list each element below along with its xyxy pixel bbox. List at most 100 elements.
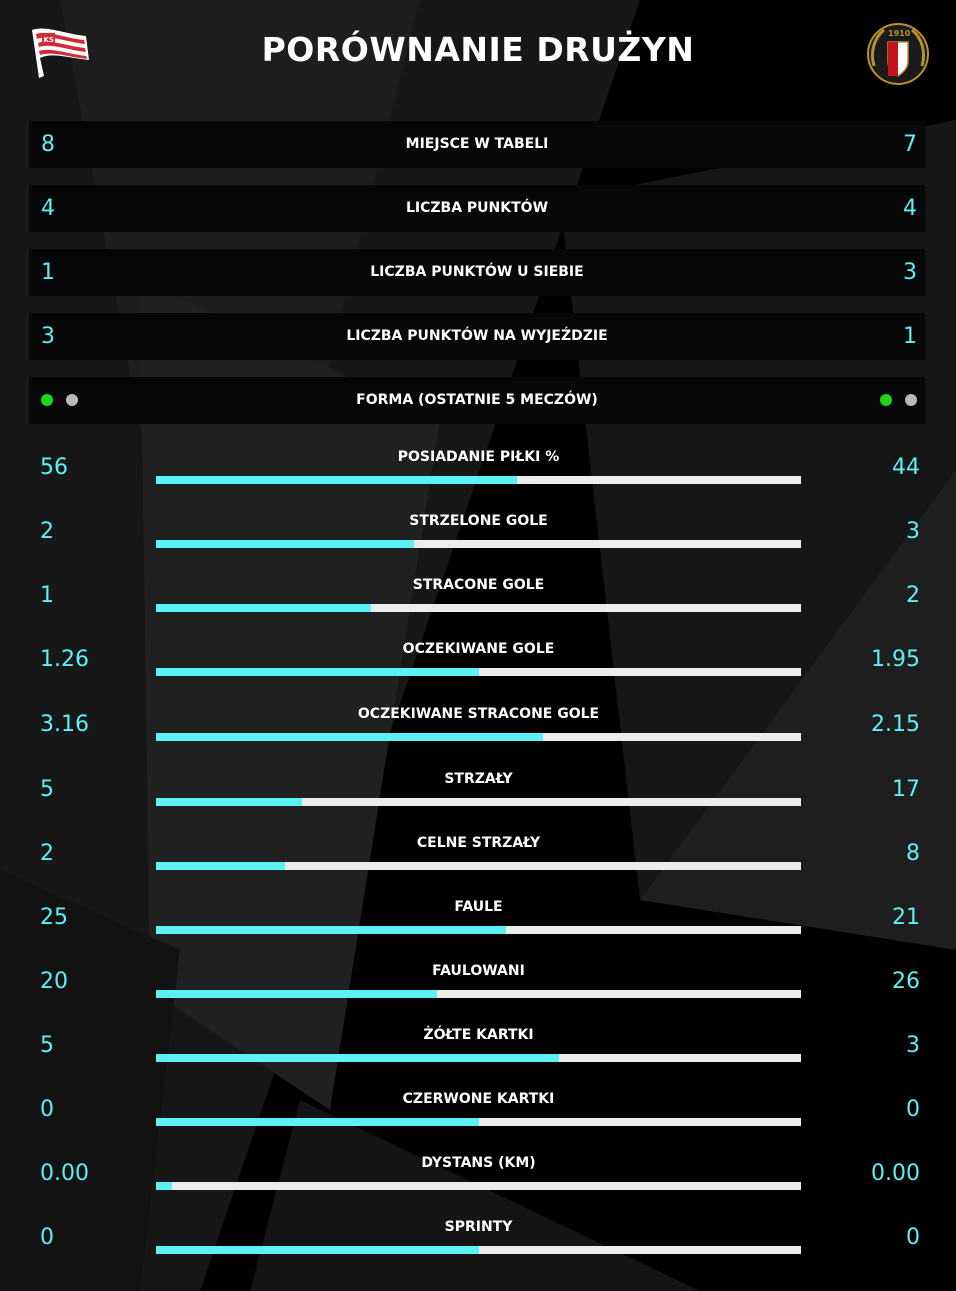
home-share-fill xyxy=(156,733,543,741)
info-row: 8 MIEJSCE W TABELI 7 xyxy=(29,121,925,168)
home-form-dots xyxy=(41,394,78,406)
comparison-bar xyxy=(156,1182,801,1190)
home-value: 1 xyxy=(41,260,55,285)
home-value: 1 xyxy=(40,583,54,608)
away-value: 0 xyxy=(906,1225,920,1250)
stat-row: 1 STRACONE GOLE 2 xyxy=(0,577,956,627)
stat-label: CELNE STRZAŁY xyxy=(416,835,541,851)
home-value: 4 xyxy=(41,196,55,221)
comparison-bar xyxy=(156,733,801,741)
stat-label: FAULE xyxy=(454,899,503,915)
home-share-fill xyxy=(156,926,507,934)
home-value: 0 xyxy=(40,1225,54,1250)
home-value: 0 xyxy=(40,1097,54,1122)
info-row: 4 LICZBA PUNKTÓW 4 xyxy=(29,185,925,232)
away-value: 44 xyxy=(892,455,920,480)
stat-row: 5 ŻÓŁTE KARTKI 3 xyxy=(0,1027,956,1077)
home-share-fill xyxy=(156,540,414,548)
cracovia-flag-crest-icon: KS xyxy=(32,28,89,78)
stat-label: STRACONE GOLE xyxy=(412,577,545,593)
away-value: 4 xyxy=(903,196,917,221)
home-share-fill xyxy=(156,798,303,806)
home-share-fill xyxy=(156,1118,479,1126)
home-share-fill xyxy=(156,604,371,612)
stat-label: ŻÓŁTE KARTKI xyxy=(423,1027,534,1043)
away-value: 2.15 xyxy=(871,712,920,737)
comparison-bar xyxy=(156,668,801,676)
home-value: 5 xyxy=(40,777,54,802)
away-value: 2 xyxy=(906,583,920,608)
form-result-dot xyxy=(66,394,78,406)
stat-label: POSIADANIE PIŁKI % xyxy=(397,449,560,465)
home-value: 2 xyxy=(40,841,54,866)
comparison-bar xyxy=(156,990,801,998)
away-value: 21 xyxy=(892,905,920,930)
away-value: 0.00 xyxy=(871,1161,920,1186)
away-value: 17 xyxy=(892,777,920,802)
stat-row: 20 FAULOWANI 26 xyxy=(0,963,956,1013)
svg-text:KS: KS xyxy=(44,36,54,44)
stat-row: 5 STRZAŁY 17 xyxy=(0,771,956,821)
comparison-bar xyxy=(156,604,801,612)
stat-row: 0.00 DYSTANS (KM) 0.00 xyxy=(0,1155,956,1205)
stat-label: LICZBA PUNKTÓW U SIEBIE xyxy=(370,264,584,280)
stat-label: LICZBA PUNKTÓW xyxy=(405,200,549,216)
away-value: 3 xyxy=(906,1033,920,1058)
stat-row: 1.26 OCZEKIWANE GOLE 1.95 xyxy=(0,641,956,691)
home-share-fill xyxy=(156,1182,173,1190)
form-win-dot xyxy=(880,394,892,406)
home-share-fill xyxy=(156,1246,479,1254)
stat-label: STRZAŁY xyxy=(444,771,513,787)
comparison-bar xyxy=(156,476,801,484)
away-value: 1 xyxy=(903,324,917,349)
comparison-bar xyxy=(156,862,801,870)
away-value: 3 xyxy=(903,260,917,285)
widzew-crest-icon: 1910 xyxy=(867,23,929,85)
stat-label: MIEJSCE W TABELI xyxy=(405,136,549,152)
comparison-bar xyxy=(156,926,801,934)
stat-label: DYSTANS (KM) xyxy=(421,1155,536,1171)
stat-label: CZERWONE KARTKI xyxy=(402,1091,555,1107)
info-row: 3 LICZBA PUNKTÓW NA WYJEŹDZIE 1 xyxy=(29,313,925,360)
home-value: 20 xyxy=(40,969,68,994)
stat-label: OCZEKIWANE STRACONE GOLE xyxy=(357,706,600,722)
home-value: 25 xyxy=(40,905,68,930)
stat-row: 56 POSIADANIE PIŁKI % 44 xyxy=(0,449,956,499)
away-value: 0 xyxy=(906,1097,920,1122)
home-share-fill xyxy=(156,476,518,484)
home-value: 3.16 xyxy=(40,712,89,737)
svg-text:1910: 1910 xyxy=(888,29,911,38)
comparison-bar xyxy=(156,1054,801,1062)
stat-label: LICZBA PUNKTÓW NA WYJEŹDZIE xyxy=(346,328,608,344)
home-value: 1.26 xyxy=(40,647,89,672)
home-share-fill xyxy=(156,1054,560,1062)
form-row: FORMA (OSTATNIE 5 MECZÓW) xyxy=(29,377,925,424)
away-value: 7 xyxy=(903,132,917,157)
comparison-bar xyxy=(156,540,801,548)
form-label: FORMA (OSTATNIE 5 MECZÓW) xyxy=(356,392,598,408)
page-title: PORÓWNANIE DRUŻYN xyxy=(261,30,695,69)
home-value: 8 xyxy=(41,132,55,157)
comparison-bar xyxy=(156,1118,801,1126)
home-share-fill xyxy=(156,990,437,998)
home-share-fill xyxy=(156,862,285,870)
home-share-fill xyxy=(156,668,479,676)
stat-row: 2 CELNE STRZAŁY 8 xyxy=(0,835,956,885)
away-value: 1.95 xyxy=(871,647,920,672)
comparison-bar xyxy=(156,1246,801,1254)
home-value: 5 xyxy=(40,1033,54,1058)
home-value: 56 xyxy=(40,455,68,480)
home-value: 0.00 xyxy=(40,1161,89,1186)
stat-label: SPRINTY xyxy=(444,1219,513,1235)
home-value: 3 xyxy=(41,324,55,349)
stat-row: 0 CZERWONE KARTKI 0 xyxy=(0,1091,956,1141)
header: KS PORÓWNANIE DRUŻYN 1910 xyxy=(0,0,956,110)
away-form-dots xyxy=(880,394,917,406)
form-win-dot xyxy=(41,394,53,406)
stat-label: FAULOWANI xyxy=(432,963,525,979)
home-value: 2 xyxy=(40,519,54,544)
away-value: 8 xyxy=(906,841,920,866)
away-value: 3 xyxy=(906,519,920,544)
stat-label: OCZEKIWANE GOLE xyxy=(402,641,555,657)
